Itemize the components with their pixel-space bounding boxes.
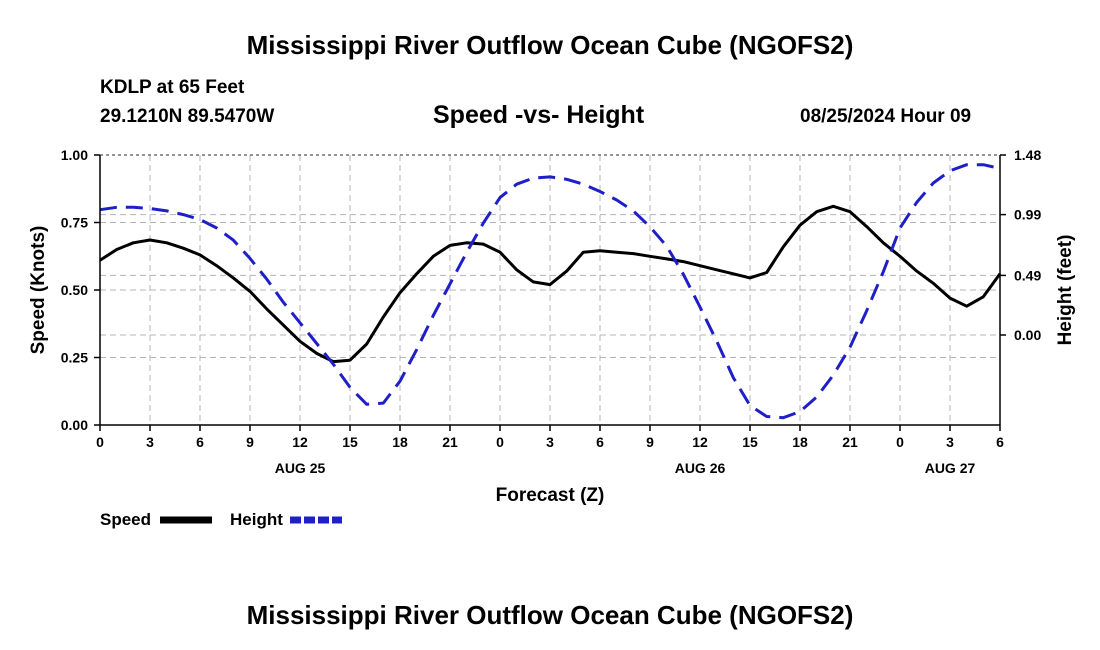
date-label: AUG 27 bbox=[925, 460, 976, 476]
y2-tick-label: 1.48 bbox=[1014, 147, 1041, 163]
x-tick-label: 15 bbox=[342, 434, 358, 450]
x-tick-label: 6 bbox=[196, 434, 204, 450]
y2-tick-label: 0.49 bbox=[1014, 267, 1041, 283]
x-tick-label: 21 bbox=[442, 434, 458, 450]
y2-axis-title: Height (feet) bbox=[1055, 235, 1076, 346]
x-tick-label: 0 bbox=[496, 434, 504, 450]
legend-label-height: Height bbox=[230, 510, 283, 529]
x-tick-label: 3 bbox=[946, 434, 954, 450]
forecast-datetime: 08/25/2024 Hour 09 bbox=[800, 106, 972, 127]
x-tick-label: 12 bbox=[292, 434, 308, 450]
y-tick-label: 0.25 bbox=[61, 350, 88, 366]
height-series-line bbox=[99, 163, 1001, 420]
x-tick-label: 15 bbox=[742, 434, 758, 450]
y-tick-label: 0.00 bbox=[61, 417, 88, 433]
x-tick-label: 12 bbox=[692, 434, 708, 450]
x-tick-label: 9 bbox=[246, 434, 254, 450]
y-tick-label: 1.00 bbox=[61, 147, 88, 163]
y-tick-label: 0.50 bbox=[61, 282, 88, 298]
y2-tick-label: 0.00 bbox=[1014, 327, 1041, 343]
bottom-title: Mississippi River Outflow Ocean Cube (NG… bbox=[246, 600, 854, 630]
x-tick-label: 0 bbox=[896, 434, 904, 450]
x-tick-label: 21 bbox=[842, 434, 858, 450]
speed-series-line bbox=[99, 204, 1002, 364]
date-label: AUG 26 bbox=[675, 460, 726, 476]
x-tick-label: 6 bbox=[596, 434, 604, 450]
page-title: Mississippi River Outflow Ocean Cube (NG… bbox=[246, 30, 854, 60]
station-coords: 29.1210N 89.5470W bbox=[100, 106, 275, 127]
x-tick-label: 3 bbox=[546, 434, 554, 450]
station-label: KDLP at 65 Feet bbox=[100, 77, 245, 98]
x-tick-label: 9 bbox=[646, 434, 654, 450]
y2-tick-label: 0.99 bbox=[1014, 207, 1041, 223]
date-label: AUG 25 bbox=[275, 460, 326, 476]
x-axis-title: Forecast (Z) bbox=[496, 485, 605, 506]
y-axis-title: Speed (Knots) bbox=[28, 226, 49, 355]
x-tick-label: 6 bbox=[996, 434, 1004, 450]
x-tick-label: 0 bbox=[96, 434, 104, 450]
legend-label-speed: Speed bbox=[100, 510, 151, 529]
x-tick-label: 18 bbox=[392, 434, 408, 450]
x-tick-label: 18 bbox=[792, 434, 808, 450]
y-tick-label: 0.75 bbox=[61, 215, 88, 231]
plot-title: Speed -vs- Height bbox=[433, 101, 645, 129]
x-tick-label: 3 bbox=[146, 434, 154, 450]
